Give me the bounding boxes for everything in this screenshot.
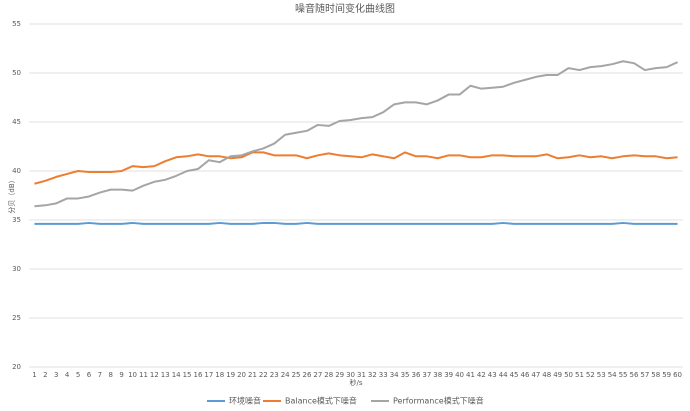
x-tick-label: 23 (270, 371, 279, 379)
x-tick-label: 47 (531, 371, 540, 379)
x-tick-label: 59 (662, 371, 671, 379)
x-tick-label: 46 (520, 371, 529, 379)
legend-label: Balance模式下噪音 (285, 396, 357, 406)
x-tick-label: 11 (139, 371, 148, 379)
x-tick-label: 4 (65, 371, 70, 379)
x-tick-label: 43 (488, 371, 497, 379)
x-tick-label: 20 (237, 371, 246, 379)
x-tick-label: 40 (455, 371, 464, 379)
legend-label: 环境噪音 (229, 396, 261, 406)
x-tick-label: 55 (619, 371, 628, 379)
x-tick-label: 28 (324, 371, 333, 379)
x-tick-label: 37 (422, 371, 431, 379)
x-tick-label: 12 (150, 371, 159, 379)
y-tick-label: 40 (12, 167, 21, 175)
y-tick-label: 55 (12, 20, 21, 28)
x-tick-label: 24 (281, 371, 290, 379)
y-tick-label: 25 (12, 314, 21, 322)
series-line (34, 60, 678, 208)
y-tick-label: 45 (12, 118, 21, 126)
x-tick-label: 6 (87, 371, 92, 379)
y-axis-label: 分贝（dB） (7, 176, 16, 213)
x-tick-label: 56 (629, 371, 638, 379)
x-tick-label: 18 (215, 371, 224, 379)
series-line (34, 151, 678, 185)
x-tick-label: 42 (477, 371, 486, 379)
x-tick-label: 33 (379, 371, 388, 379)
x-tick-label: 34 (390, 371, 399, 379)
x-tick-label: 16 (193, 371, 202, 379)
x-tick-label: 44 (499, 371, 508, 379)
x-tick-label: 48 (542, 371, 551, 379)
x-tick-label: 51 (575, 371, 584, 379)
x-tick-label: 39 (444, 371, 453, 379)
x-tick-label: 25 (292, 371, 301, 379)
legend-label: Performance模式下噪音 (393, 396, 484, 406)
x-tick-label: 58 (651, 371, 660, 379)
x-tick-label: 2 (43, 371, 47, 379)
x-tick-label: 10 (128, 371, 137, 379)
x-tick-label: 27 (313, 371, 322, 379)
x-tick-label: 19 (226, 371, 235, 379)
series-line (34, 221, 678, 225)
x-tick-label: 3 (54, 371, 58, 379)
x-tick-label: 22 (259, 371, 268, 379)
x-tick-label: 8 (109, 371, 113, 379)
x-tick-label: 45 (510, 371, 519, 379)
y-tick-label: 30 (12, 265, 21, 273)
x-axis-label: 秒/s (349, 378, 362, 387)
x-tick-label: 26 (302, 371, 311, 379)
x-tick-label: 9 (119, 371, 123, 379)
x-tick-label: 1 (32, 371, 36, 379)
chart-title: 噪音随时间变化曲线图 (295, 2, 395, 15)
y-tick-label: 20 (12, 363, 21, 371)
y-tick-label: 35 (12, 216, 21, 224)
y-tick-label: 50 (12, 69, 21, 77)
x-tick-label: 52 (586, 371, 595, 379)
x-tick-label: 15 (183, 371, 192, 379)
x-tick-label: 35 (401, 371, 410, 379)
x-tick-label: 17 (204, 371, 213, 379)
x-tick-label: 32 (368, 371, 377, 379)
x-tick-label: 57 (640, 371, 649, 379)
x-tick-label: 38 (433, 371, 442, 379)
x-tick-label: 21 (248, 371, 257, 379)
x-tick-label: 41 (466, 371, 475, 379)
x-tick-label: 54 (608, 371, 617, 379)
x-tick-label: 50 (564, 371, 573, 379)
x-tick-label: 30 (346, 371, 355, 379)
x-tick-label: 13 (161, 371, 170, 379)
x-tick-label: 49 (553, 371, 562, 379)
x-tick-label: 36 (411, 371, 420, 379)
x-tick-label: 60 (673, 371, 682, 379)
x-tick-label: 14 (172, 371, 181, 379)
x-tick-label: 29 (335, 371, 344, 379)
x-tick-label: 5 (76, 371, 80, 379)
x-tick-label: 7 (98, 371, 102, 379)
x-tick-label: 31 (357, 371, 366, 379)
x-tick-label: 53 (597, 371, 606, 379)
